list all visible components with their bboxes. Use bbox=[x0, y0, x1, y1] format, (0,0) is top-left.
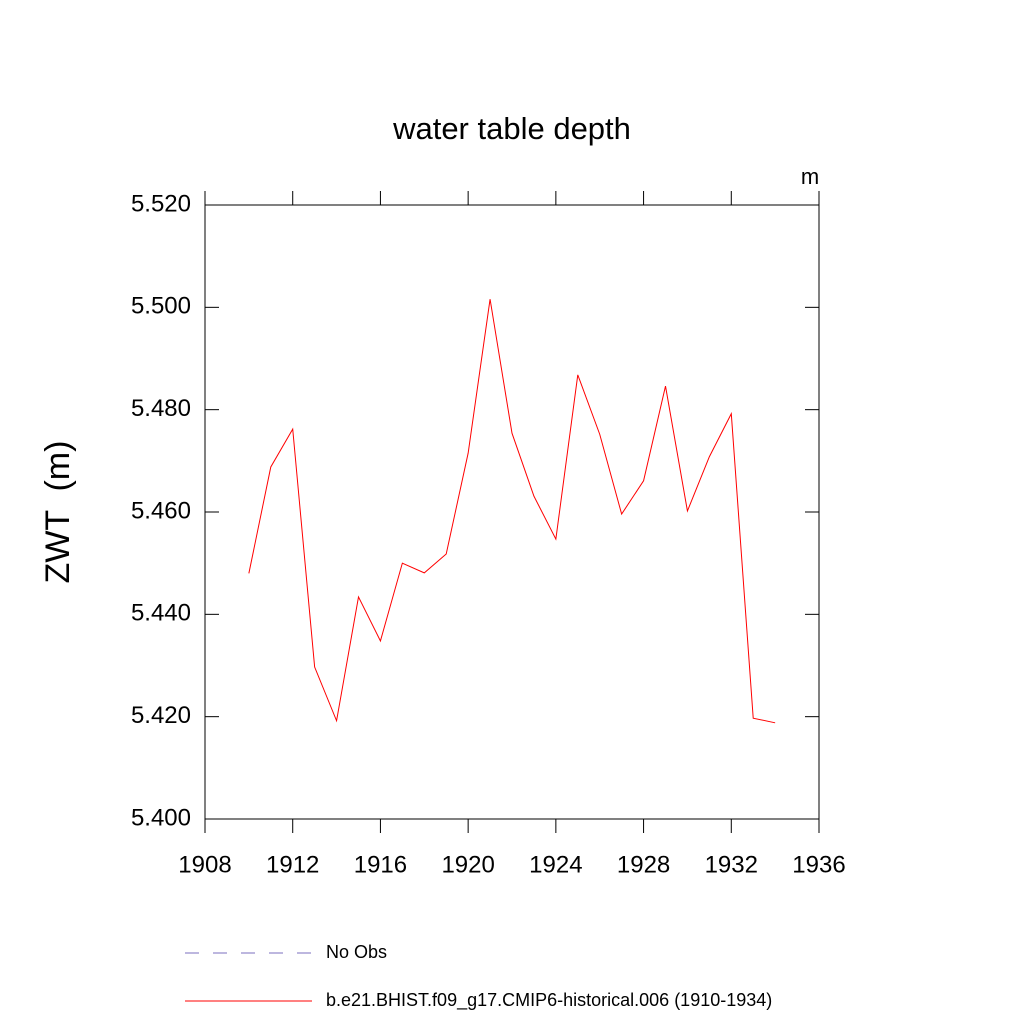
y-tick-label: 5.420 bbox=[131, 702, 191, 729]
plot-frame bbox=[204, 204, 820, 820]
y-tick-label: 5.440 bbox=[131, 600, 191, 627]
x-tick-label: 1916 bbox=[354, 851, 407, 878]
x-tick-label: 1924 bbox=[529, 851, 582, 878]
y-axis-label: ZWT (m) bbox=[39, 441, 77, 584]
x-tick-label: 1912 bbox=[266, 851, 319, 878]
series-line bbox=[248, 299, 776, 724]
chart-title: water table depth bbox=[392, 111, 631, 146]
y-tick-label: 5.460 bbox=[131, 497, 191, 524]
units-label: m bbox=[801, 164, 819, 189]
x-tick-label: 1920 bbox=[441, 851, 494, 878]
y-tick-label: 5.500 bbox=[131, 293, 191, 320]
legend-label: b.e21.BHIST.f09_g17.CMIP6-historical.006… bbox=[326, 990, 772, 1011]
x-tick-label: 1928 bbox=[617, 851, 670, 878]
x-tick-label: 1932 bbox=[705, 851, 758, 878]
legend-label: No Obs bbox=[326, 942, 387, 962]
x-tick-label: 1936 bbox=[792, 851, 845, 878]
y-tick-label: 5.400 bbox=[131, 804, 191, 831]
y-tick-label: 5.480 bbox=[131, 395, 191, 422]
y-tick-label: 5.520 bbox=[131, 190, 191, 217]
x-tick-label: 1908 bbox=[178, 851, 231, 878]
